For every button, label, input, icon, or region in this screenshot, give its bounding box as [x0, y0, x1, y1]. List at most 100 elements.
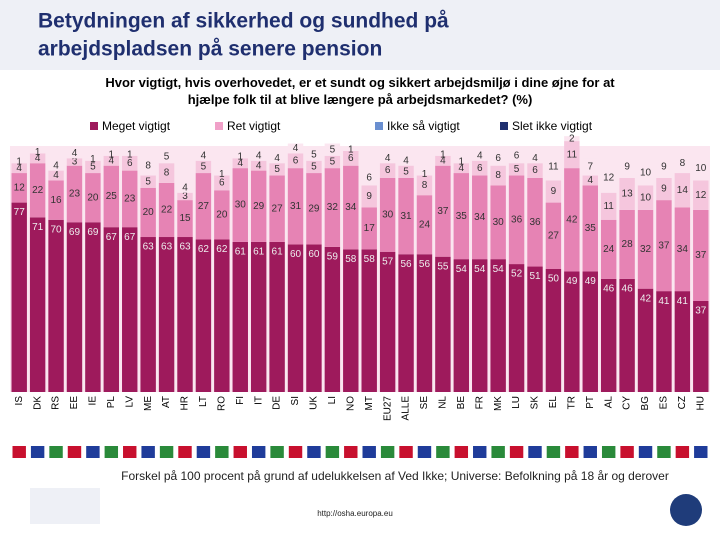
legend-swatch — [90, 122, 98, 130]
data-label: 1 — [440, 149, 446, 160]
legend: Meget vigtigt Ret vigtigt Ikke så vigtigt S… — [90, 119, 593, 133]
data-label: 58 — [364, 254, 376, 265]
footnote: Forskel på 100 procent på grund af udelu… — [121, 469, 669, 483]
data-label: 7 — [587, 162, 593, 173]
bar-segment — [140, 155, 156, 176]
bar-segment — [619, 155, 635, 178]
flag — [307, 446, 321, 458]
data-label: 5 — [311, 149, 317, 160]
bar-segment — [564, 141, 580, 169]
data-label: 4 — [587, 175, 593, 186]
x-tick-label: SI — [290, 396, 301, 405]
data-label: 8 — [680, 158, 686, 169]
bar-segment — [269, 163, 285, 176]
data-label: 41 — [677, 296, 689, 307]
bar-segment — [398, 155, 414, 166]
bar-segment — [306, 148, 322, 161]
data-label: 1 — [237, 152, 243, 163]
bar-segment — [600, 219, 617, 279]
bar-segment — [232, 168, 248, 242]
x-tick-label: DE — [272, 396, 283, 410]
flag — [657, 446, 671, 458]
data-label: 54 — [474, 264, 486, 275]
bar-segment — [29, 153, 46, 164]
data-label: 34 — [474, 212, 486, 223]
data-label: 4 — [16, 163, 22, 174]
flag — [215, 446, 229, 458]
bar-segment — [232, 158, 248, 169]
data-label: 5 — [90, 162, 96, 173]
bar-segment — [619, 177, 635, 210]
data-label: 4 — [459, 163, 465, 174]
bar-segment — [343, 249, 359, 392]
bar-segment — [306, 160, 322, 174]
bar-segment — [656, 177, 672, 201]
data-label: 35 — [456, 211, 468, 222]
data-label: 15 — [179, 213, 191, 224]
data-label: 46 — [622, 283, 634, 294]
data-label: 61 — [235, 247, 247, 258]
data-label: 6 — [477, 163, 483, 174]
bar-segment — [250, 170, 267, 242]
data-label: 2 — [569, 133, 575, 144]
x-tick-label: CZ — [677, 396, 688, 409]
flag — [178, 446, 192, 458]
bar-segment — [48, 180, 64, 220]
data-label: 29 — [308, 203, 320, 214]
data-label: 71 — [32, 222, 44, 233]
data-label: 42 — [640, 293, 652, 304]
data-label: 46 — [603, 283, 615, 294]
bar-segment — [324, 246, 341, 392]
data-label: 6 — [293, 155, 299, 166]
data-label: 1 — [90, 154, 96, 165]
data-label: 22 — [32, 185, 44, 196]
data-label: 60 — [290, 249, 302, 260]
data-label: 6 — [127, 158, 133, 169]
bar-segment — [674, 173, 691, 208]
bar-segment — [490, 259, 506, 392]
flag — [417, 446, 432, 458]
data-label: 8 — [422, 180, 428, 191]
data-label: 62 — [198, 244, 210, 255]
x-tick-label: CY — [622, 396, 633, 410]
bar-segment — [343, 148, 359, 151]
legend-label: Ret vigtigt — [227, 119, 281, 133]
bar-segment — [472, 175, 488, 260]
data-label: 59 — [327, 252, 339, 263]
data-label: 14 — [677, 185, 689, 196]
flag — [528, 446, 542, 458]
data-label: 4 — [256, 150, 262, 161]
data-label: 9 — [661, 162, 667, 173]
data-label: 3 — [182, 191, 188, 202]
data-label: 28 — [622, 239, 634, 250]
data-label: 10 — [640, 192, 652, 203]
x-tick-label: EE — [69, 396, 80, 410]
data-label: 36 — [511, 214, 523, 225]
flag — [638, 446, 653, 458]
bar-segment — [103, 155, 120, 166]
bar-segment — [637, 185, 654, 210]
bar-segment — [11, 163, 27, 174]
x-tick-label: MK — [493, 396, 504, 411]
data-label: 30 — [382, 210, 394, 221]
data-label: 67 — [124, 232, 136, 243]
data-label: 50 — [548, 274, 560, 285]
flag — [12, 446, 26, 458]
data-label: 9 — [661, 184, 667, 195]
bar-segment — [324, 168, 341, 247]
data-label: 4 — [477, 150, 483, 161]
bar-segment — [398, 165, 414, 178]
x-tick-label: LV — [124, 396, 135, 408]
data-label: 5 — [403, 166, 409, 177]
data-label: 8 — [495, 170, 501, 181]
data-label: 31 — [290, 201, 302, 212]
bar-segment — [122, 153, 138, 156]
logo — [30, 488, 100, 524]
flag — [380, 446, 395, 458]
data-label: 52 — [511, 269, 523, 280]
x-tick-label: RO — [216, 396, 227, 411]
data-label: 6 — [366, 173, 372, 184]
subtitle-box: Hvor vigtigt, hvis overhovedet, er et su… — [105, 75, 614, 107]
flag — [104, 446, 119, 458]
data-label: 10 — [640, 168, 652, 179]
